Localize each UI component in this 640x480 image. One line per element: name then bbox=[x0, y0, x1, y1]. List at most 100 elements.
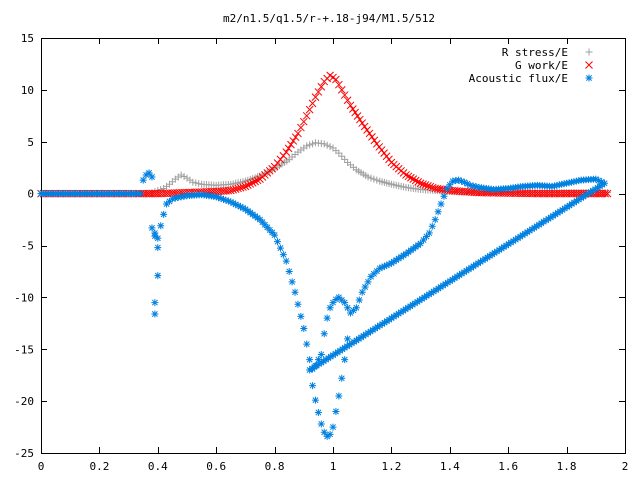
g-work-point bbox=[360, 122, 369, 131]
r-stress-point bbox=[192, 179, 200, 187]
acoustic-flux-point bbox=[392, 311, 400, 319]
acoustic-flux-point bbox=[313, 362, 321, 370]
acoustic-flux-point bbox=[239, 204, 247, 212]
acoustic-flux-point bbox=[371, 325, 379, 332]
acoustic-flux-point bbox=[364, 278, 372, 286]
acoustic-flux-point bbox=[347, 309, 355, 317]
acoustic-flux-point bbox=[145, 169, 153, 177]
acoustic-flux-point bbox=[388, 314, 396, 322]
r-stress-point bbox=[309, 140, 317, 148]
g-work-point bbox=[351, 108, 360, 117]
acoustic-flux-point bbox=[598, 181, 606, 189]
acoustic-flux-point bbox=[486, 252, 494, 260]
acoustic-flux-point bbox=[469, 182, 477, 190]
g-work-point bbox=[311, 93, 320, 101]
acoustic-flux-point bbox=[376, 264, 384, 272]
acoustic-flux-point bbox=[329, 299, 337, 307]
r-stress-point bbox=[341, 155, 349, 163]
acoustic-flux-point bbox=[332, 408, 340, 415]
acoustic-flux-point bbox=[601, 179, 609, 187]
acoustic-flux-point bbox=[498, 244, 506, 252]
g-work-point bbox=[241, 182, 250, 191]
acoustic-flux-point bbox=[383, 261, 391, 269]
acoustic-flux-point bbox=[326, 430, 334, 438]
acoustic-flux-point bbox=[598, 178, 606, 186]
acoustic-flux-point bbox=[374, 323, 382, 331]
series-2 bbox=[37, 169, 609, 440]
y-tick-label: -5 bbox=[21, 240, 34, 253]
acoustic-flux-point bbox=[311, 396, 319, 404]
acoustic-flux-point bbox=[366, 327, 374, 335]
acoustic-flux-point bbox=[411, 299, 419, 307]
g-work-point bbox=[276, 155, 285, 164]
r-stress-point bbox=[189, 178, 197, 186]
acoustic-flux-point bbox=[558, 180, 566, 188]
acoustic-flux-point bbox=[440, 192, 448, 200]
y-tick-label: 10 bbox=[21, 84, 34, 97]
g-work-point bbox=[428, 183, 437, 192]
g-work-point bbox=[368, 133, 376, 141]
g-work-point bbox=[424, 181, 432, 190]
acoustic-flux-point bbox=[540, 218, 548, 226]
acoustic-flux-point bbox=[383, 317, 391, 325]
r-stress-point bbox=[195, 180, 203, 188]
g-work-point bbox=[284, 144, 293, 153]
acoustic-flux-point bbox=[212, 193, 220, 201]
axis-ticks: 0 0.2 0.4 0.6 0.8 1 1.2 1.4 1.6 1.8 2 15 10 5 0 -5 -10 -1… bbox=[14, 32, 628, 473]
r-stress-point bbox=[177, 171, 185, 179]
acoustic-flux-point bbox=[579, 193, 587, 201]
acoustic-flux-point bbox=[521, 230, 529, 238]
acoustic-flux-point bbox=[457, 177, 465, 185]
acoustic-flux-point bbox=[274, 238, 282, 246]
acoustic-flux-point bbox=[338, 345, 346, 353]
acoustic-flux-point bbox=[341, 299, 349, 307]
acoustic-flux-point bbox=[512, 236, 520, 244]
acoustic-flux-point bbox=[341, 344, 349, 352]
acoustic-flux-point bbox=[332, 295, 340, 303]
acoustic-flux-point bbox=[297, 312, 305, 320]
acoustic-flux-point bbox=[335, 293, 343, 301]
acoustic-flux-point bbox=[378, 320, 386, 328]
acoustic-flux-point bbox=[390, 313, 398, 321]
acoustic-flux-point bbox=[572, 197, 580, 205]
legend-marker bbox=[585, 61, 593, 69]
acoustic-flux-point bbox=[168, 195, 176, 203]
acoustic-flux-point bbox=[220, 195, 227, 203]
acoustic-flux-point bbox=[352, 336, 360, 344]
acoustic-flux-point bbox=[434, 284, 442, 292]
acoustic-flux-point bbox=[570, 199, 578, 207]
acoustic-flux-point bbox=[547, 213, 555, 221]
acoustic-flux-point bbox=[451, 274, 459, 282]
acoustic-flux-point bbox=[322, 356, 330, 364]
acoustic-flux-point bbox=[425, 290, 433, 298]
acoustic-flux-point bbox=[177, 193, 185, 201]
acoustic-flux-point bbox=[157, 222, 165, 230]
acoustic-flux-point bbox=[314, 356, 322, 364]
acoustic-flux-point bbox=[359, 332, 367, 340]
g-work-point bbox=[343, 96, 352, 105]
acoustic-flux-point bbox=[491, 249, 499, 257]
acoustic-flux-point bbox=[381, 319, 389, 327]
acoustic-flux-point bbox=[317, 420, 325, 428]
acoustic-flux-point bbox=[422, 233, 430, 241]
acoustic-flux-point bbox=[148, 224, 156, 232]
acoustic-flux-point bbox=[425, 229, 433, 237]
acoustic-flux-point bbox=[136, 190, 144, 198]
g-work-point bbox=[370, 136, 379, 145]
acoustic-flux-point bbox=[291, 288, 299, 296]
acoustic-flux-point bbox=[458, 270, 466, 278]
acoustic-flux-point bbox=[556, 207, 564, 215]
r-stress-point bbox=[364, 173, 372, 181]
x-tick-label: 0.8 bbox=[265, 460, 285, 473]
acoustic-flux-point bbox=[217, 194, 225, 202]
acoustic-flux-point bbox=[570, 178, 578, 186]
acoustic-flux-point bbox=[294, 300, 302, 308]
series-1 bbox=[37, 71, 612, 198]
acoustic-flux-point bbox=[455, 271, 463, 279]
acoustic-flux-point bbox=[555, 181, 563, 189]
g-work-point bbox=[404, 172, 413, 181]
acoustic-flux-point bbox=[300, 325, 308, 332]
r-stress-point bbox=[373, 176, 381, 184]
